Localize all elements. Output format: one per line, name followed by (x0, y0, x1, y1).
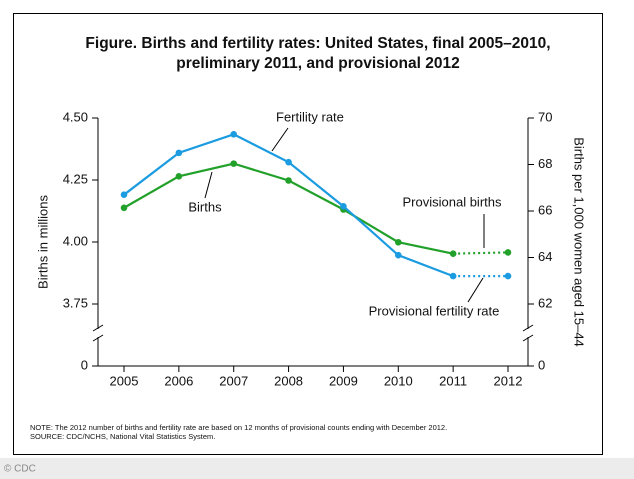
frame (13, 13, 603, 455)
note: NOTE: The 2012 number of births and fert… (30, 423, 447, 432)
chart-title: preliminary 2011, and provisional 2012 (176, 55, 459, 72)
point (504, 249, 512, 256)
point (449, 250, 457, 257)
y2-tick-label: 0 (538, 357, 545, 372)
annotation: Fertility rate (276, 109, 344, 124)
x-tick-label: 2012 (494, 373, 523, 388)
y-tick-label: 4.00 (63, 233, 88, 248)
x-tick-label: 2007 (219, 373, 248, 388)
x-tick-label: 2006 (164, 373, 193, 388)
note: SOURCE: CDC/NCHS, National Vital Statist… (30, 432, 215, 441)
x-tick-label: 2008 (274, 373, 303, 388)
y2-tick-label: 66 (538, 202, 552, 217)
axis-break (92, 324, 104, 332)
annotation: Provisional births (403, 194, 502, 209)
point (120, 204, 128, 212)
x-tick-label: 2009 (329, 373, 358, 388)
y2-tick-label: 68 (538, 156, 552, 171)
x-tick-label: 2005 (110, 373, 139, 388)
point (394, 251, 402, 259)
annotation: Births (188, 199, 222, 214)
y2-tick-label: 70 (538, 109, 552, 124)
annotation: Provisional fertility rate (369, 303, 500, 318)
y-axis-label: Births in millions (35, 195, 50, 289)
x-tick-label: 2011 (439, 373, 467, 388)
point (120, 191, 128, 199)
annotation-leader (204, 171, 213, 199)
y-tick-label: 3.75 (63, 295, 88, 310)
y2-tick-label: 62 (538, 295, 552, 310)
y2-axis-label: Births per 1,000 women aged 15–44 (572, 137, 587, 347)
chart-title: Figure. Births and fertility rates: Unit… (85, 35, 550, 52)
provisional-line (453, 251, 509, 255)
credit-strip (0, 458, 634, 479)
point (175, 172, 183, 180)
y-tick-label: 0 (81, 357, 88, 372)
point (449, 272, 457, 280)
axis-break (92, 334, 104, 342)
point (340, 203, 347, 210)
x-tick-label: 2010 (384, 373, 413, 388)
point (230, 160, 238, 167)
annotation-leader (271, 127, 289, 152)
point (175, 149, 183, 157)
axis-break (522, 324, 534, 332)
point (285, 177, 292, 184)
y-tick-label: 4.50 (63, 109, 88, 124)
annotation-leader (467, 277, 484, 303)
axis-break (522, 334, 534, 342)
y-tick-label: 4.25 (63, 171, 88, 186)
y2-tick-label: 64 (538, 249, 552, 264)
credit: © CDC (4, 464, 36, 475)
point (504, 272, 512, 280)
point (394, 238, 402, 246)
point (230, 130, 238, 138)
point (285, 158, 292, 166)
